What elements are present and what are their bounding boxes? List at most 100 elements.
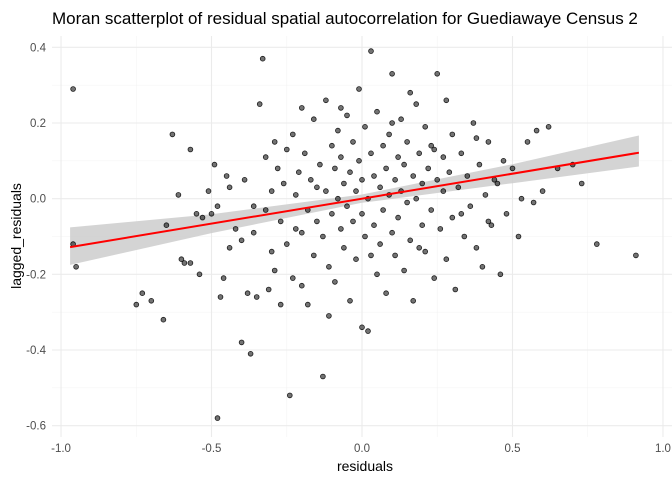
- scatter-point: [392, 177, 398, 183]
- scatter-point: [178, 256, 185, 263]
- scatter-point: [262, 207, 269, 213]
- scatter-point: [332, 279, 338, 285]
- scatter-point: [449, 131, 456, 138]
- scatter-point: [268, 188, 275, 194]
- scatter-point: [371, 222, 377, 229]
- scatter-point: [461, 233, 468, 240]
- scatter-point: [413, 101, 420, 107]
- fit-line-layer: [69, 151, 640, 249]
- scatter-point: [338, 226, 344, 232]
- scatter-point: [413, 195, 420, 202]
- scatter-point: [359, 211, 365, 217]
- scatter-point: [199, 214, 206, 221]
- scatter-point: [214, 203, 221, 210]
- scatter-point: [265, 286, 272, 293]
- scatter-point: [196, 271, 203, 278]
- scatter-point: [374, 271, 380, 278]
- scatter-point: [292, 192, 299, 198]
- scatter-point: [344, 203, 350, 210]
- scatter-point: [353, 256, 359, 263]
- scatter-point: [323, 97, 329, 104]
- scatter-point: [633, 252, 639, 259]
- scatter-point: [329, 142, 335, 149]
- scatter-point: [187, 260, 194, 266]
- scatter-point: [458, 150, 465, 157]
- scatter-point: [440, 154, 447, 160]
- x-axis-label: residuals: [337, 458, 393, 474]
- x-axis-ticks: -1.0 -0.5 0.0 0.5 1.0: [51, 443, 671, 455]
- scatter-point: [464, 173, 471, 179]
- scatter-point: [359, 324, 365, 331]
- scatter-point: [431, 146, 438, 153]
- scatter-point: [193, 211, 200, 217]
- scatter-point: [350, 139, 356, 145]
- scatter-point: [392, 252, 398, 259]
- y-axis-label: lagged_residuals: [8, 183, 24, 289]
- scatter-point: [350, 218, 356, 225]
- scatter-point: [133, 301, 140, 308]
- scatter-point: [365, 328, 371, 334]
- scatter-point: [524, 139, 531, 145]
- scatter-point: [211, 161, 218, 168]
- scatter-point: [148, 297, 155, 304]
- regression-line: [69, 151, 640, 249]
- scatter-point: [250, 229, 257, 236]
- scatter-point: [578, 180, 585, 187]
- scatter-point: [440, 188, 447, 194]
- scatter-point: [214, 415, 221, 421]
- scatter-point: [310, 116, 317, 122]
- scatter-point: [356, 86, 362, 92]
- points-layer: [70, 48, 639, 421]
- scatter-point: [181, 260, 188, 266]
- scatter-point: [259, 55, 266, 62]
- scatter-point: [250, 203, 257, 210]
- scatter-point: [377, 184, 383, 191]
- scatter-point: [443, 97, 450, 104]
- y-axis-ticks: -0.6 -0.4 -0.2 0.0 0.2 0.4: [26, 42, 46, 432]
- scatter-point: [274, 165, 281, 172]
- scatter-point: [326, 313, 332, 319]
- scatter-point: [539, 188, 546, 194]
- scatter-point: [298, 229, 305, 236]
- x-tick-label: 0.0: [354, 443, 370, 455]
- scatter-point: [241, 177, 248, 183]
- scatter-point: [341, 180, 347, 187]
- scatter-point: [292, 226, 299, 232]
- scatter-point: [338, 105, 344, 111]
- scatter-point: [428, 207, 435, 213]
- scatter-point: [301, 150, 308, 157]
- scatter-point: [593, 241, 600, 247]
- scatter-point: [395, 154, 401, 160]
- y-tick-label: 0.2: [30, 118, 46, 130]
- scatter-point: [371, 173, 377, 179]
- scatter-point: [383, 290, 389, 297]
- scatter-point: [389, 71, 395, 77]
- scatter-point: [320, 233, 326, 240]
- scatter-point: [347, 297, 353, 304]
- x-tick-label: -1.0: [51, 443, 71, 455]
- scatter-point: [470, 120, 477, 126]
- scatter-point: [244, 290, 251, 297]
- scatter-point: [473, 245, 480, 251]
- scatter-point: [479, 263, 486, 270]
- scatter-point: [437, 226, 444, 232]
- scatter-point: [533, 127, 540, 134]
- scatter-point: [335, 127, 341, 134]
- scatter-point: [323, 188, 329, 194]
- scatter-point: [383, 165, 389, 172]
- scatter-point: [368, 252, 374, 259]
- scatter-point: [187, 146, 194, 153]
- scatter-point: [446, 169, 453, 176]
- scatter-point: [298, 105, 305, 111]
- scatter-point: [467, 203, 474, 210]
- scatter-point: [395, 214, 401, 221]
- scatter-point: [398, 116, 404, 122]
- scatter-point: [314, 218, 320, 225]
- y-tick-label: 0.4: [30, 42, 47, 54]
- scatter-point: [335, 195, 341, 202]
- scatter-point: [289, 275, 296, 281]
- scatter-point: [485, 218, 492, 225]
- scatter-point: [488, 222, 495, 229]
- scatter-point: [419, 222, 426, 229]
- scatter-point: [410, 173, 417, 179]
